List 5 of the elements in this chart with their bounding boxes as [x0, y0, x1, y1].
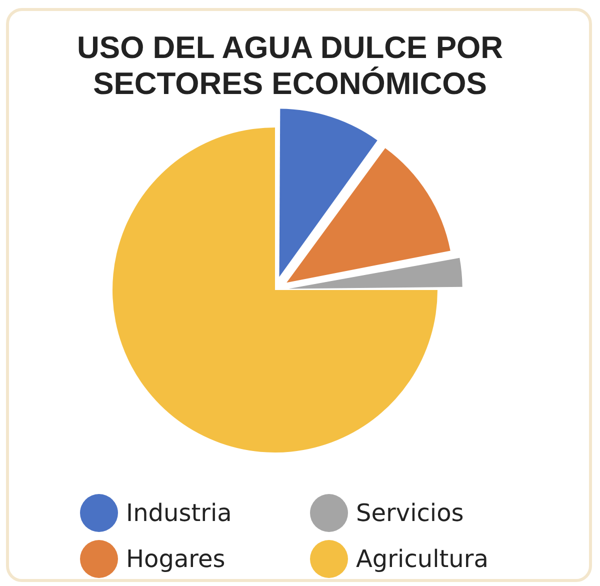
legend-label: Agricultura — [356, 545, 488, 573]
legend-label: Industria — [126, 499, 232, 527]
legend-label: Servicios — [356, 499, 464, 527]
legend-label: Hogares — [126, 545, 226, 573]
chart-title: USO DEL AGUA DULCE POR SECTORES ECONÓMICOS — [76, 30, 504, 102]
